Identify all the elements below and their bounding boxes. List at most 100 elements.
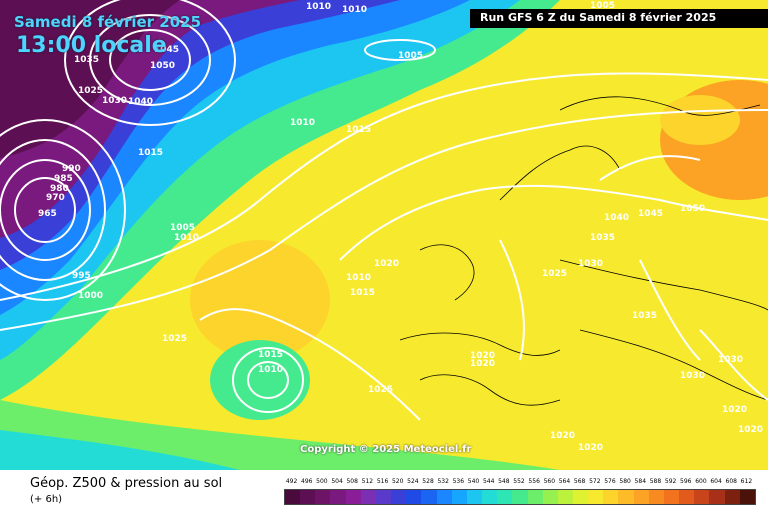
legend-color-cell (603, 490, 619, 504)
forecast-lead: (+ 6h) (30, 494, 63, 505)
isobar-label: 1010 (346, 273, 371, 283)
map-title: Géop. Z500 & pression au sol (30, 476, 223, 491)
isobar-label: 995 (72, 271, 91, 281)
legend-color-cell (466, 490, 483, 504)
legend-value: 556 (528, 478, 540, 485)
isobar-label: 1035 (590, 233, 615, 243)
isobar-label: 1030 (718, 355, 743, 365)
isobar-label: 1025 (162, 334, 187, 344)
isobar-label: 1015 (350, 288, 375, 298)
z500-field-cutoff (210, 340, 310, 420)
legend-value: 540 (467, 478, 480, 485)
isobar-label: 1020 (722, 405, 747, 415)
legend-value: 560 (543, 478, 556, 485)
isobar-label: 1010 (174, 233, 199, 243)
isobar-label: 1050 (150, 61, 175, 71)
legend-value: 564 (558, 478, 571, 485)
legend-value: 500 (316, 478, 328, 485)
legend-value: 504 (331, 478, 343, 485)
legend-color-cell (360, 490, 376, 504)
isobar-label: 1015 (258, 350, 283, 360)
isobar-label: 990 (62, 164, 81, 174)
legend-value: 524 (407, 478, 419, 485)
isobar-label: 1025 (542, 269, 567, 279)
legend-color-cell (557, 490, 573, 504)
isobar-label: 965 (38, 209, 57, 219)
legend-value: 568 (573, 478, 586, 485)
weather-map: 1010 1005 1005 1010 1045 1050 1035 1025 … (0, 0, 768, 470)
legend-color-cell (330, 490, 346, 504)
legend-color-cell (527, 490, 543, 504)
isobar-label: 1030 (680, 371, 705, 381)
isobar-label: 1010 (342, 5, 367, 15)
legend-color-cell (482, 490, 498, 504)
legend-color-cell (421, 490, 437, 504)
isobar-label: 1050 (680, 204, 705, 214)
run-info-bar (470, 9, 768, 28)
legend-value: 592 (664, 478, 677, 485)
legend-value: 492 (285, 478, 298, 485)
isobar-label: 1020 (374, 259, 399, 269)
legend-values: 492 496 500 504 508 512 516 520 524 528 532 536 540 5… (284, 478, 754, 488)
z500-field-southwest (0, 430, 240, 470)
z500-field-lightorange (660, 95, 740, 145)
z500-field-darkpurple (0, 0, 180, 158)
copyright-notice: Copyright © 2025 Meteociel.fr (300, 444, 472, 455)
isobars (0, 0, 768, 421)
legend-value: 496 (301, 478, 313, 485)
legend-color-cell (724, 490, 740, 504)
isobar-label: 1030 (578, 259, 603, 269)
legend-value: 584 (634, 478, 647, 485)
forecast-date: Samedi 8 février 2025 (14, 13, 202, 31)
isobar-label: 1015 (346, 125, 371, 135)
isobar-labels: 1010 1005 1005 1010 1045 1050 1035 1025 … (38, 1, 763, 453)
isobar-label: 1005 (590, 1, 615, 11)
legend-value: 608 (725, 478, 737, 485)
isobar-label: 1040 (604, 213, 629, 223)
isobar-label: 1030 (102, 96, 127, 106)
run-info-text: Run GFS 6 Z du Samedi 8 février 2025 (480, 11, 717, 24)
legend-color-cell (497, 490, 513, 504)
isobar-label: 1020 (470, 351, 495, 361)
legend-color-cell (315, 490, 331, 504)
isobar-label: 1035 (74, 55, 99, 65)
isobar-label: 1000 (78, 291, 103, 301)
legend-color-cell (694, 490, 710, 504)
legend-color-cell (663, 490, 680, 504)
legend-value: 512 (361, 478, 374, 485)
legend-color-cell (739, 490, 755, 504)
legend-value: 580 (619, 478, 631, 485)
legend-value: 596 (680, 478, 692, 485)
isobar-label: 1045 (638, 209, 663, 219)
legend-value: 516 (376, 478, 389, 485)
legend-color-cell (300, 490, 316, 504)
isobar-label: 1005 (398, 51, 423, 61)
z500-field-ridge (190, 240, 330, 360)
isobar-label: 1025 (78, 86, 103, 96)
legend-value: 508 (346, 478, 358, 485)
isobar-label: 1020 (550, 431, 575, 441)
isobar-label: 1020 (470, 359, 495, 369)
legend-color-cell (391, 490, 407, 504)
legend-value: 572 (589, 478, 601, 485)
legend-color-cell (648, 490, 664, 504)
isobar-label: 985 (54, 174, 73, 184)
legend-color-cell (451, 490, 467, 504)
legend-value: 552 (513, 478, 525, 485)
legend-color-cell (345, 490, 361, 504)
legend-value: 576 (604, 478, 616, 485)
isobar-label: 1025 (368, 385, 393, 395)
isobar-label: 1020 (738, 425, 763, 435)
isobar-label: 1040 (128, 97, 153, 107)
isobar-label: 1005 (170, 223, 195, 233)
legend-value: 588 (649, 478, 662, 485)
legend-color-cell (285, 490, 301, 504)
isobar-label: 1035 (632, 311, 657, 321)
legend-color-cell (406, 490, 422, 504)
legend-color-cell (572, 490, 589, 504)
legend-color-cell (436, 490, 452, 504)
legend-value: 532 (437, 478, 449, 485)
legend-value: 536 (452, 478, 465, 485)
legend-value: 600 (695, 478, 707, 485)
